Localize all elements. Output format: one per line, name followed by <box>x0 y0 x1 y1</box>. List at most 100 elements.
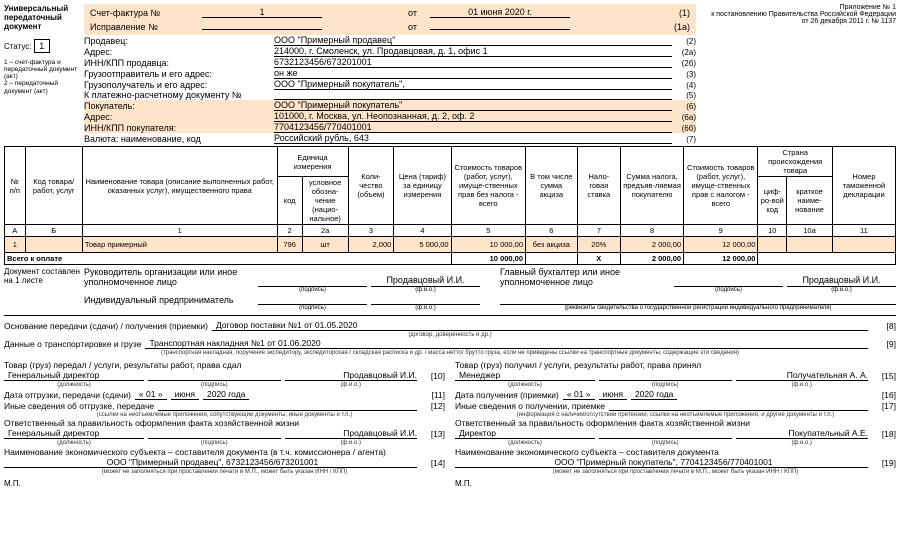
col-country-name: краткое наиме-нование <box>787 177 833 225</box>
party-num: (2б) <box>672 59 696 68</box>
cell-rate: 20% <box>577 237 621 253</box>
cell-price: 5 000,00 <box>394 237 451 253</box>
party-label: Покупатель: <box>84 101 274 111</box>
party-label: Адрес: <box>84 47 274 57</box>
basis-value-2: Транспортная накладная №1 от 01.06.2020 <box>145 338 868 349</box>
col-index: 10а <box>787 225 833 237</box>
cell-decl <box>832 237 895 253</box>
col-qty: Коли-чество (объем) <box>348 147 394 225</box>
party-value: 7704123456/770401001 <box>274 122 672 133</box>
cell-uname: шт <box>302 237 348 253</box>
transfer-head: Товар (груз) передал / услуги, результат… <box>4 360 445 370</box>
receive-sign <box>599 380 732 381</box>
cell-qty: 2,000 <box>348 237 394 253</box>
col-index: 5 <box>451 225 525 237</box>
col-total: Стоимость товаров (работ, услуг), имуще-… <box>684 147 758 225</box>
party-num: (6) <box>672 102 696 111</box>
cell-cost: 10 000,00 <box>451 237 525 253</box>
party-label: Адрес: <box>84 112 274 122</box>
party-value: 6732123456/673201001 <box>274 57 672 68</box>
party-num: (2) <box>672 37 696 46</box>
appx-2: к постановлению Правительства Российской… <box>696 11 896 18</box>
cell-excise: без акциза <box>526 237 578 253</box>
col-country-code: циф-ро-вой код <box>758 177 787 225</box>
document-header: Универсальный передаточный документ Стат… <box>4 4 896 144</box>
party-num: (7) <box>672 135 696 144</box>
cell-code <box>25 237 82 253</box>
col-price: Цена (тариф) за единицу измерения <box>394 147 451 225</box>
basis-label-1: Основание передачи (сдачи) / получения (… <box>4 321 208 331</box>
party-num: (5) <box>672 91 696 100</box>
col-index: 3 <box>348 225 394 237</box>
total-cost: 10 000,00 <box>451 253 525 265</box>
doc-compiled: Документ составлен на 1 листе <box>4 265 84 311</box>
total-sum: 12 000,00 <box>684 253 758 265</box>
col-index: 2а <box>302 225 348 237</box>
invoice-head: Счет-фактура № 1 от 01 июня 2020 г. (1) … <box>84 4 696 35</box>
party-value: Российский рубль, 643 <box>274 133 672 144</box>
sf-number: 1 <box>202 7 322 18</box>
ip-name <box>371 293 480 305</box>
sf-n1a: (1а) <box>664 21 694 33</box>
appx-1: Приложение № 1 <box>696 4 896 11</box>
party-value: он же <box>274 68 672 79</box>
appx-3: от 26 декабря 2011 г. № 1137 <box>696 18 896 25</box>
col-rate: Нало-говая ставка <box>577 147 621 225</box>
items-table: № п/п Код товара/ работ, услуг Наименова… <box>4 146 896 265</box>
col-np: № п/п <box>5 147 26 225</box>
status-value: 1 <box>34 39 50 53</box>
party-num: (3) <box>672 70 696 79</box>
transfer-pos: Генеральный директор <box>4 370 144 381</box>
sf-date: 01 июня 2020 г. <box>430 7 570 18</box>
cell-np: 1 <box>5 237 26 253</box>
sf-from: от <box>404 6 424 19</box>
party-label: ИНН/КПП покупателя: <box>84 123 274 133</box>
col-index: 10 <box>758 225 787 237</box>
col-index: А <box>5 225 26 237</box>
cell-name: Товар примерный <box>82 237 277 253</box>
cell-total: 12 000,00 <box>684 237 758 253</box>
col-unit-name: условное обозна-чение (нацио-нальное) <box>302 177 348 225</box>
col-index: 9 <box>684 225 758 237</box>
transfer-name: Продавцовый И.И. <box>285 370 418 381</box>
doc-title: Универсальный передаточный документ <box>4 4 80 31</box>
glav-label: Главный бухгалтер или иное уполномоченно… <box>500 267 670 287</box>
parties-block: Продавец:ООО "Примерный продавец"(2) Адре… <box>84 35 696 144</box>
col-index: 7 <box>577 225 621 237</box>
cell-tax: 2 000,00 <box>621 237 684 253</box>
col-unit-code: код <box>277 177 302 225</box>
col-unit: Единица измерения <box>277 147 348 177</box>
ip-label: Индивидуальный предприниматель <box>84 295 254 305</box>
cell-cname <box>787 237 833 253</box>
ruk-name: Продавцовый И.И. <box>371 275 480 287</box>
ip-rekv <box>500 293 896 305</box>
glav-name: Продавцовый И.И. <box>787 275 896 287</box>
transfer-block: Товар (груз) передал / услуги, результат… <box>4 360 445 488</box>
receive-name: Получательная А. А. <box>736 370 869 381</box>
party-num: (2а) <box>672 48 696 57</box>
basis-label-2: Данные о транспортировке и грузе <box>4 339 141 349</box>
party-value: ООО "Примерный покупатель", <box>274 79 672 90</box>
receive-block: Товар (груз) получил / услуги, результат… <box>455 360 896 488</box>
total-label: Всего к оплате <box>5 253 452 265</box>
basis-value-1: Договор поставки №1 от 01.05.2020 <box>212 320 868 331</box>
party-num: (4) <box>672 81 696 90</box>
receive-head: Товар (груз) получил / услуги, результат… <box>455 360 896 370</box>
cell-ccode <box>758 237 787 253</box>
col-index: 6 <box>526 225 578 237</box>
total-tax: 2 000,00 <box>621 253 684 265</box>
status-note-2: 2 – передаточный документ (акт) <box>4 80 80 94</box>
cell-ucode: 796 <box>277 237 302 253</box>
corr-date <box>430 29 570 30</box>
party-label: Продавец: <box>84 36 274 46</box>
ip-sign <box>258 293 367 305</box>
corr-label: Исправление № <box>86 21 196 33</box>
col-index: 8 <box>621 225 684 237</box>
col-excise: В том числе сумма акциза <box>526 147 578 225</box>
corr-from: от <box>404 21 424 33</box>
col-index: 2 <box>277 225 302 237</box>
party-value: ООО "Примерный продавец" <box>274 35 672 46</box>
ruk-label: Руководитель организации или иное уполно… <box>84 267 254 287</box>
corr-number <box>202 29 322 30</box>
party-num: (6б) <box>672 124 696 133</box>
